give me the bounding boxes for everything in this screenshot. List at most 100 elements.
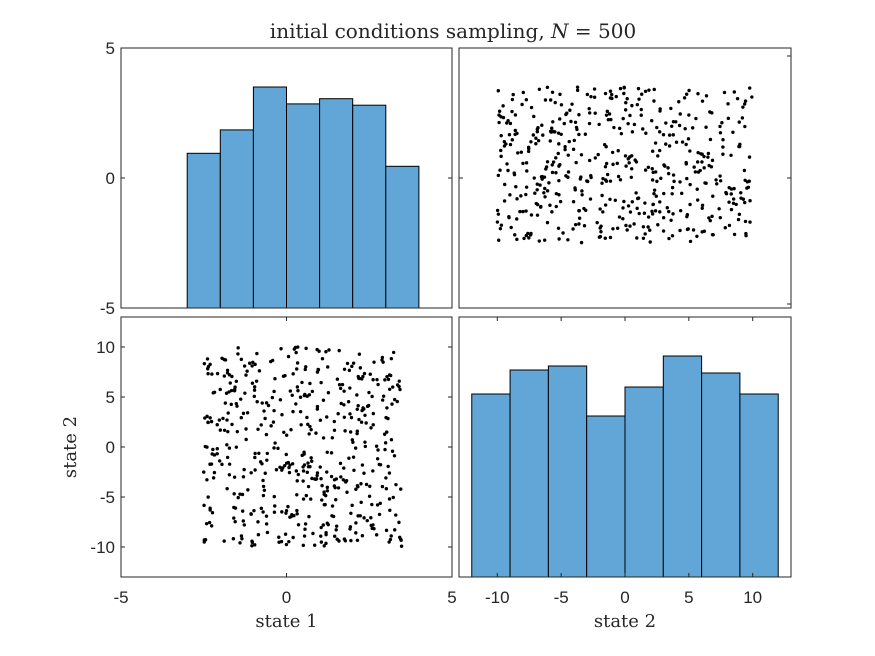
scatter-point xyxy=(664,121,668,125)
x-tick-label: 5 xyxy=(684,588,693,607)
scatter-point xyxy=(565,111,569,115)
scatter-point xyxy=(510,138,514,142)
scatter-point xyxy=(261,510,265,514)
scatter-point xyxy=(262,488,267,492)
scatter-point xyxy=(563,147,567,152)
scatter-point xyxy=(222,428,227,432)
scatter-point xyxy=(354,521,358,525)
scatter-point xyxy=(531,133,536,137)
scatter-point xyxy=(557,237,561,241)
scatter-point xyxy=(648,228,652,232)
scatter-point xyxy=(294,469,299,473)
scatter-point xyxy=(656,223,660,227)
scatter-point xyxy=(353,446,358,450)
scatter-point xyxy=(658,200,662,204)
histogram-bar xyxy=(286,103,321,309)
scatter-point xyxy=(610,96,614,101)
scatter-point xyxy=(315,407,320,411)
scatter-point xyxy=(376,382,380,387)
x-axis-label: state 2 xyxy=(594,611,656,632)
scatter-point xyxy=(706,155,710,159)
scatter-point xyxy=(222,357,226,362)
scatter-point xyxy=(363,413,367,417)
scatter-point xyxy=(305,470,309,475)
scatter-point xyxy=(283,373,287,378)
scatter-point xyxy=(641,236,646,240)
scatter-point xyxy=(743,219,748,224)
scatter-point xyxy=(234,445,239,449)
scatter-point xyxy=(502,144,507,148)
scatter-point xyxy=(688,239,693,244)
scatter-point xyxy=(647,88,651,92)
scatter-point xyxy=(535,182,539,186)
scatter-point xyxy=(357,376,361,380)
scatter-point xyxy=(306,484,311,489)
scatter-point xyxy=(694,116,698,121)
scatter-point xyxy=(738,142,742,146)
scatter-point xyxy=(536,138,541,143)
scatter-point xyxy=(296,389,300,393)
scatter-point xyxy=(202,361,207,366)
scatter-point xyxy=(242,467,246,472)
scatter-point xyxy=(720,121,724,125)
scatter-point xyxy=(718,124,722,129)
scatter-point xyxy=(338,461,343,466)
scatter-point xyxy=(359,420,364,424)
scatter-point xyxy=(226,429,230,434)
x-tick-label: 0 xyxy=(282,588,291,607)
scatter-point xyxy=(265,530,270,535)
scatter-point xyxy=(351,455,356,459)
scatter-point xyxy=(528,233,533,237)
scatter-point xyxy=(230,422,234,427)
scatter-point xyxy=(261,478,265,483)
scatter-point xyxy=(386,464,390,469)
scatter-point xyxy=(337,348,341,353)
scatter-point xyxy=(341,478,346,482)
scatter-point xyxy=(626,121,630,126)
scatter-point xyxy=(225,486,229,491)
scatter-point xyxy=(220,462,224,467)
scatter-point xyxy=(291,409,295,414)
scatter-point xyxy=(585,179,589,183)
scatter-point xyxy=(700,206,704,210)
scatter-point xyxy=(302,534,307,538)
scatter-point xyxy=(702,154,706,159)
scatter-point xyxy=(278,465,282,469)
scatter-point xyxy=(666,171,671,176)
scatter-point xyxy=(261,484,266,489)
scatter-point xyxy=(397,384,401,389)
scatter-point xyxy=(381,360,385,364)
scatter-point xyxy=(542,175,547,179)
histogram-bar xyxy=(662,355,703,578)
scatter-point xyxy=(737,212,742,217)
scatter-point xyxy=(618,86,623,91)
scatter-point xyxy=(524,185,529,189)
scatter-point xyxy=(652,87,656,92)
scatter-point xyxy=(643,201,647,205)
scatter-point xyxy=(301,497,306,501)
scatter-point xyxy=(678,112,682,116)
scatter-point xyxy=(615,226,620,230)
scatter-point xyxy=(554,171,558,175)
scatter-point xyxy=(630,167,634,171)
scatter-point xyxy=(582,206,586,211)
scatter-point xyxy=(318,418,323,422)
scatter-point xyxy=(596,152,600,157)
scatter-point xyxy=(741,105,745,109)
scatter-point xyxy=(321,523,325,527)
scatter-point xyxy=(249,471,253,475)
scatter-point xyxy=(588,197,593,201)
scatter-point xyxy=(684,92,689,96)
scatter-point xyxy=(561,231,565,235)
scatter-point xyxy=(215,452,219,456)
scatter-point xyxy=(322,544,326,548)
subplots: -5 0 5 -10 -5 0 5 10 -5 0 5 state 1 state 2 -10 -5 0 5 10… xyxy=(60,39,792,632)
scatter-point xyxy=(664,142,668,146)
histogram-bar xyxy=(186,152,221,309)
scatter-point xyxy=(291,372,295,376)
scatter-point xyxy=(636,86,641,91)
scatter-point xyxy=(740,116,745,120)
scatter-point xyxy=(299,423,303,427)
scatter-point xyxy=(516,151,520,155)
scatter-point xyxy=(208,416,212,420)
